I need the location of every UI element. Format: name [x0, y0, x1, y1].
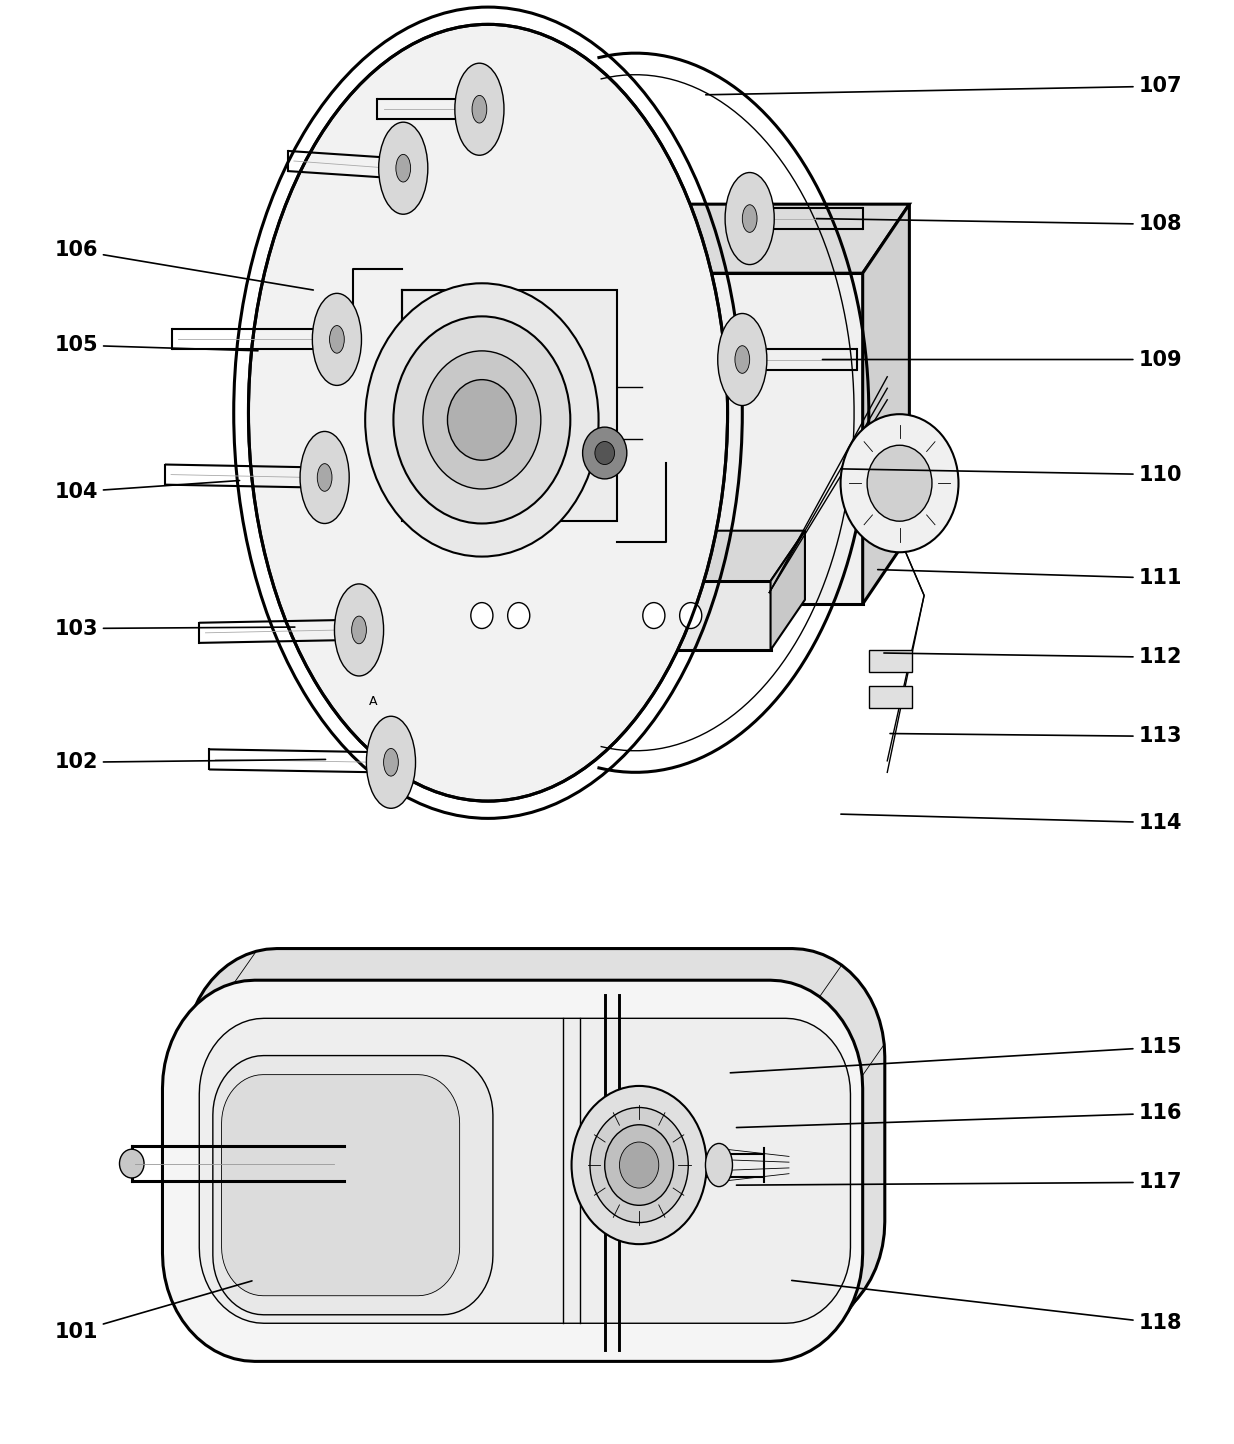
Circle shape: [571, 1086, 707, 1245]
Circle shape: [423, 351, 540, 490]
Ellipse shape: [366, 716, 416, 809]
Polygon shape: [185, 949, 885, 1330]
Ellipse shape: [300, 432, 349, 524]
Circle shape: [619, 1142, 659, 1188]
Text: 111: 111: [877, 567, 1182, 588]
Text: 104: 104: [54, 481, 239, 503]
Text: A: A: [369, 695, 378, 708]
Ellipse shape: [334, 583, 384, 676]
Text: 102: 102: [54, 752, 326, 773]
Circle shape: [120, 1149, 144, 1178]
Polygon shape: [629, 204, 909, 273]
Text: 112: 112: [884, 647, 1182, 667]
Text: 108: 108: [817, 214, 1182, 234]
Ellipse shape: [473, 95, 486, 123]
Ellipse shape: [352, 617, 366, 644]
Text: 101: 101: [54, 1281, 252, 1341]
Text: 107: 107: [706, 77, 1182, 97]
Circle shape: [840, 414, 959, 552]
Polygon shape: [212, 1056, 492, 1315]
Circle shape: [595, 442, 615, 465]
Ellipse shape: [317, 464, 332, 491]
Text: 110: 110: [840, 465, 1182, 485]
Polygon shape: [770, 531, 805, 650]
Polygon shape: [863, 204, 909, 604]
Circle shape: [365, 283, 598, 556]
Circle shape: [590, 1108, 689, 1223]
Text: 103: 103: [54, 618, 295, 638]
Polygon shape: [629, 273, 863, 604]
Ellipse shape: [384, 748, 399, 775]
Ellipse shape: [743, 205, 756, 232]
Text: 106: 106: [54, 240, 313, 290]
Circle shape: [507, 602, 529, 628]
Ellipse shape: [726, 172, 774, 264]
Circle shape: [471, 602, 492, 628]
Polygon shape: [869, 650, 912, 671]
Circle shape: [680, 602, 702, 628]
Circle shape: [448, 380, 516, 461]
Ellipse shape: [718, 313, 766, 406]
Polygon shape: [452, 580, 770, 650]
Polygon shape: [222, 1074, 459, 1295]
Ellipse shape: [706, 1144, 733, 1187]
Text: 117: 117: [737, 1173, 1182, 1193]
Ellipse shape: [735, 345, 750, 374]
Ellipse shape: [312, 293, 362, 386]
Ellipse shape: [455, 64, 503, 156]
Text: 115: 115: [731, 1037, 1182, 1073]
Text: 105: 105: [54, 335, 258, 355]
Polygon shape: [452, 531, 805, 580]
Ellipse shape: [248, 25, 728, 801]
Text: 118: 118: [792, 1281, 1182, 1333]
Circle shape: [643, 602, 665, 628]
Ellipse shape: [396, 155, 411, 182]
Circle shape: [868, 445, 932, 521]
Polygon shape: [869, 686, 912, 708]
Circle shape: [605, 1125, 674, 1206]
Text: 114: 114: [840, 813, 1182, 833]
Polygon shape: [199, 1018, 850, 1323]
Ellipse shape: [379, 123, 428, 214]
Polygon shape: [163, 980, 863, 1362]
Text: 116: 116: [737, 1103, 1182, 1128]
Ellipse shape: [329, 325, 344, 354]
Circle shape: [582, 427, 627, 479]
Circle shape: [394, 316, 570, 524]
Text: 113: 113: [890, 726, 1182, 747]
Text: 109: 109: [823, 349, 1182, 370]
Polygon shape: [402, 290, 617, 521]
